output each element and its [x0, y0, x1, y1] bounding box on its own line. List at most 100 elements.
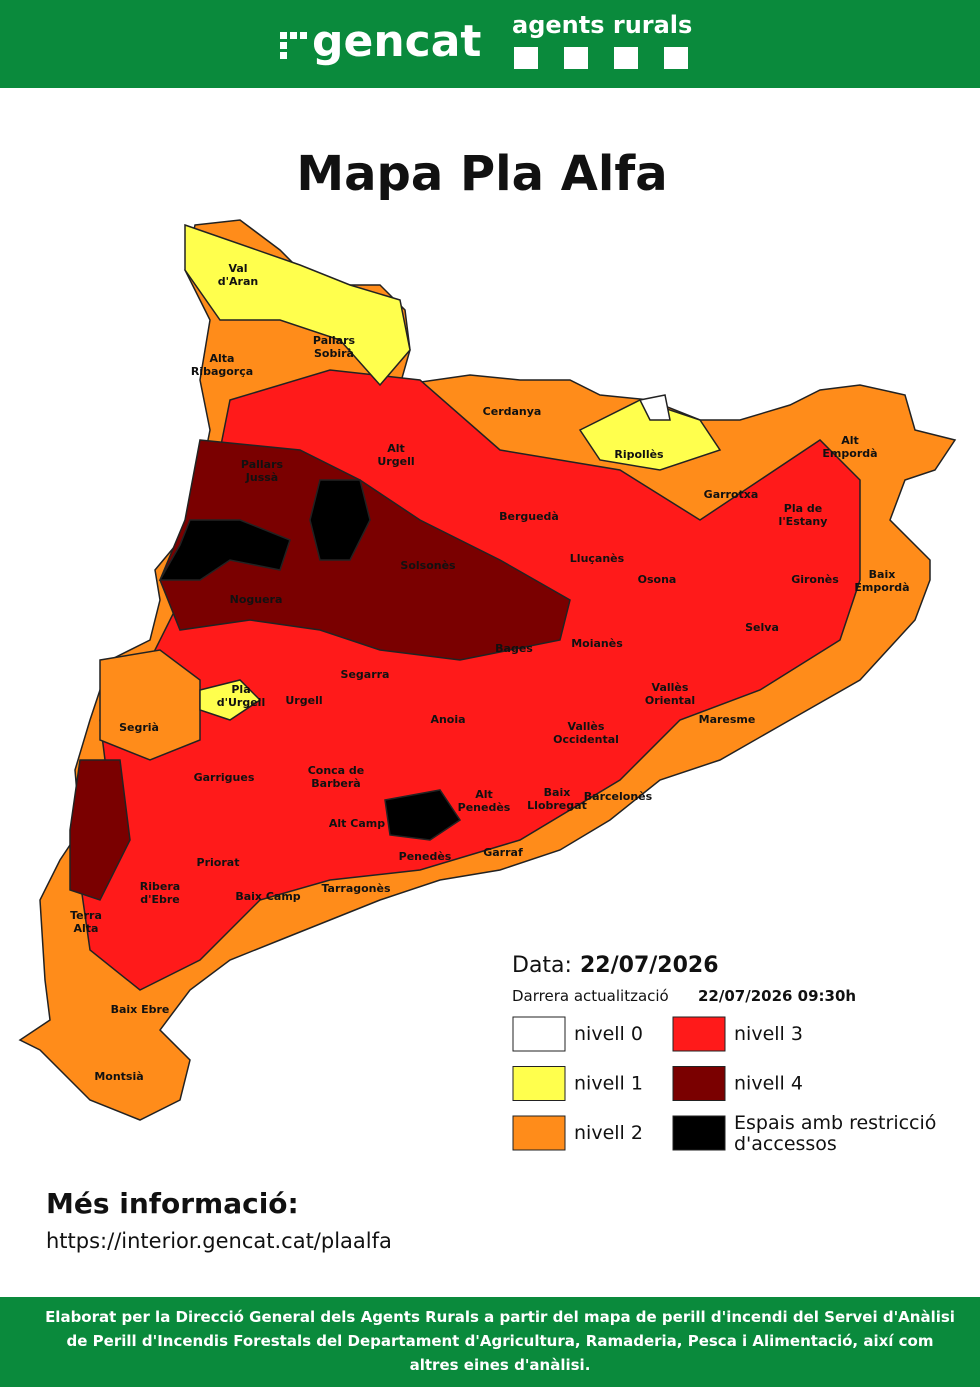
region-label: Gironès: [791, 573, 839, 586]
region-label-line: Baix: [544, 786, 571, 799]
region-label-line: Penedès: [399, 850, 452, 863]
region-label-line: Montsià: [94, 1070, 143, 1083]
region-label: Vallès Occidental: [553, 720, 619, 746]
legend-label-line: nivell 2: [574, 1122, 643, 1144]
region-label-line: Terra: [70, 909, 102, 922]
region-label-line: Penedès: [458, 801, 511, 814]
region-label-line: Priorat: [197, 856, 240, 869]
region-label-line: Ripollès: [614, 448, 664, 461]
title: Mapa Pla Alfa: [296, 146, 667, 202]
region-dark-red: [69, 759, 131, 901]
region-label: Tarragonès: [321, 882, 391, 895]
region-label-line: Berguedà: [499, 510, 559, 523]
legend-swatch: [672, 1115, 726, 1151]
legend-label: nivell 2: [574, 1122, 643, 1144]
region-label: Baix Empordà: [854, 568, 909, 594]
region-label: Anoia: [430, 713, 465, 726]
region-label-line: d'Ebre: [140, 893, 180, 906]
region-label-line: Jussà: [245, 471, 278, 484]
region-label-line: Oriental: [645, 694, 695, 707]
region-label: Maresme: [699, 713, 756, 726]
region-label-line: Bages: [495, 642, 533, 655]
region-label-line: Alt: [475, 788, 493, 801]
region-label-line: Llobregat: [527, 799, 587, 812]
region-label: Pla d'Urgell: [217, 683, 265, 709]
region-label-line: d'Aran: [218, 275, 258, 288]
region-label-line: d'Urgell: [217, 696, 265, 709]
region-label-line: Selva: [745, 621, 779, 634]
legend-swatch: [512, 1115, 566, 1151]
date-label: Data:: [512, 953, 572, 978]
region-label: Alt Empordà: [822, 434, 877, 460]
region-label-line: l'Estany: [779, 515, 828, 528]
region-label: Ripollès: [614, 448, 664, 461]
region-label: Solsonès: [400, 559, 456, 572]
region-label-line: Empordà: [822, 447, 877, 460]
region-label: Berguedà: [499, 510, 559, 523]
region-label: Noguera: [230, 593, 283, 606]
legend-label-line: nivell 4: [734, 1073, 803, 1095]
region-label: Baix Camp: [235, 890, 300, 903]
region-label-line: Pla de: [784, 502, 822, 515]
update: 22/07/2026 09:30h: [698, 987, 856, 1005]
logo: gencat: [312, 16, 481, 67]
region-label-line: Lluçanès: [570, 552, 625, 565]
region-label-line: Alt: [841, 434, 859, 447]
region-white: [638, 394, 671, 421]
region-black: [309, 479, 371, 561]
region-label-line: Vallès: [652, 681, 689, 694]
region-label: Penedès: [399, 850, 452, 863]
region-label: Garrigues: [194, 771, 255, 784]
region-label-line: Ribagorça: [191, 365, 253, 378]
region-label-line: Solsonès: [400, 559, 456, 572]
region-label-line: Pla: [231, 683, 250, 696]
region-label-line: Sobirà: [314, 347, 354, 360]
region-label-line: Segarra: [341, 668, 390, 681]
region-label-line: Urgell: [377, 455, 414, 468]
region-label: Lluçanès: [570, 552, 625, 565]
map: [18, 219, 957, 1121]
legend-label: nivell 3: [734, 1023, 803, 1045]
region-label-line: Conca de: [308, 764, 365, 777]
region-label-line: Gironès: [791, 573, 839, 586]
region-label-line: Barcelonès: [584, 790, 653, 803]
region-label: Baix Ebre: [111, 1003, 170, 1016]
legend-swatch: [672, 1066, 726, 1101]
legend-label: nivell 4: [734, 1073, 803, 1095]
region-label: Moianès: [571, 637, 623, 650]
brand: agents rurals: [512, 11, 692, 39]
region-label-line: Noguera: [230, 593, 283, 606]
legend-label-line: nivell 1: [574, 1073, 643, 1095]
region-label-line: Ribera: [140, 880, 180, 893]
header-bar: [0, 0, 980, 88]
region-label: Montsià: [94, 1070, 143, 1083]
info-url[interactable]: https://interior.gencat.cat/plaalfa: [46, 1229, 392, 1253]
region-label: Selva: [745, 621, 779, 634]
legend-label: nivell 1: [574, 1073, 643, 1095]
region-label-line: Tarragonès: [321, 882, 391, 895]
region-yellow: [199, 679, 262, 721]
legend-label: Espais amb restricció d'accessos: [734, 1112, 936, 1155]
region-label-line: Occidental: [553, 733, 619, 746]
legend-label-line: nivell 3: [734, 1023, 803, 1045]
legend-swatch: [672, 1016, 726, 1052]
region-label-line: Baix: [869, 568, 896, 581]
region-label: Bages: [495, 642, 533, 655]
region-label: Pallars Sobirà: [313, 334, 356, 360]
region-label: Conca de Barberà: [308, 764, 365, 790]
region-label: Pallars Jussà: [241, 458, 284, 484]
region-label-line: Pallars: [313, 334, 356, 347]
region-label-line: Baix Ebre: [111, 1003, 170, 1016]
region-label: Terra Alta: [70, 909, 102, 935]
region-label: Cerdanya: [483, 405, 542, 418]
region-label: Garrotxa: [704, 488, 759, 501]
region-black: [158, 519, 291, 581]
region-dark-red: [159, 439, 571, 661]
legend-label: nivell 0: [574, 1023, 643, 1045]
region-label-line: Empordà: [854, 581, 909, 594]
region-label: Pla de l'Estany: [779, 502, 828, 528]
region-label-line: Barberà: [311, 777, 360, 790]
legend-swatch: [512, 1016, 566, 1052]
region-label-line: Garrotxa: [704, 488, 759, 501]
